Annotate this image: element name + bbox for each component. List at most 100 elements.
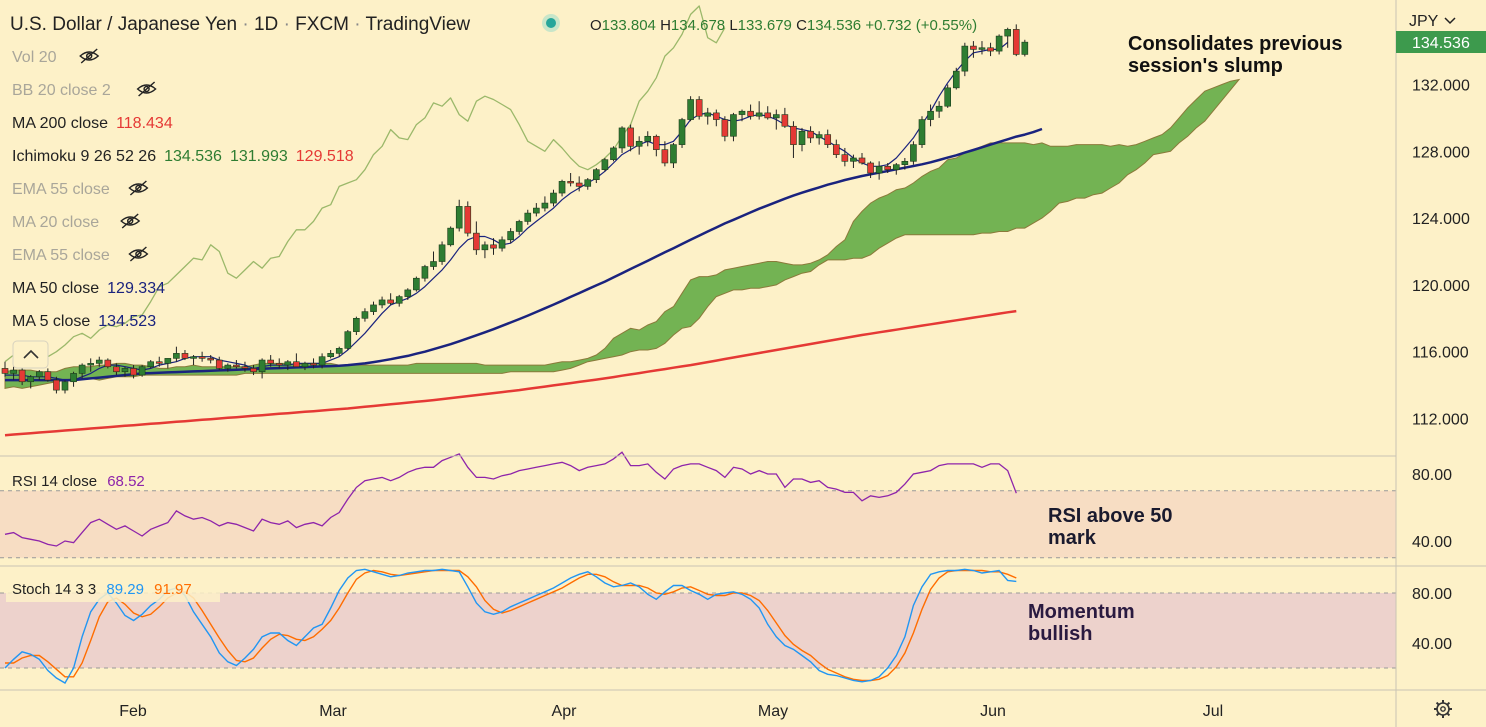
candle-body [284, 361, 292, 366]
candle-body [807, 130, 814, 139]
candle-body [53, 379, 60, 391]
eye-off-icon[interactable] [128, 180, 149, 196]
stoch-legend-k: 89.29 [106, 581, 144, 598]
candle-body [730, 114, 737, 137]
stoch-legend-name: Stoch 14 3 3 [12, 581, 96, 598]
indicator-legend-item: Ichimoku 9 26 52 26 134.536 131.993 129.518 [12, 148, 354, 165]
candle-body [421, 266, 429, 279]
candle-body [704, 112, 712, 117]
eye-off-icon[interactable] [128, 246, 149, 262]
candle-body [104, 359, 112, 368]
rsi-line [4, 451, 1017, 547]
indicator-legend-item: MA 200 close 118.434 [12, 115, 173, 132]
rsi-legend-name: RSI 14 close [12, 473, 97, 490]
rsi-annotation-line: RSI above 50 [1048, 505, 1173, 527]
candle-body [995, 35, 1003, 52]
candle-body [378, 299, 386, 306]
eye-off-icon[interactable] [136, 81, 157, 97]
time-axis-tick: Mar [319, 703, 347, 720]
indicator-name: Vol 20 [12, 49, 57, 66]
candle-body [327, 353, 334, 358]
price-axis-tick: 124.000 [1412, 211, 1470, 228]
candle-body [558, 181, 566, 194]
candle-body [318, 356, 326, 366]
axes: 132.000 128.000 124.000 120.000 116.000 112.0… [119, 78, 1470, 721]
chart-title: U.S. Dollar / Japanese Yen · 1D · FXCM ·… [10, 14, 470, 35]
price-annotation-line: Consolidates previous [1128, 33, 1343, 55]
candle-body [87, 363, 94, 366]
ohlc-key: C [796, 17, 807, 34]
candle-body [1004, 29, 1011, 37]
candle-body [832, 144, 840, 155]
time-axis-tick: Jul [1203, 703, 1223, 720]
candle-body [164, 358, 172, 364]
eye-off-pupil [85, 52, 93, 60]
eye-off-slash [129, 180, 147, 196]
candle-body [892, 164, 900, 170]
stoch-band [0, 593, 1396, 668]
title-separator: · [284, 14, 296, 35]
candle-body [293, 361, 300, 368]
eye-off-slash [138, 81, 156, 97]
candle-body [44, 371, 52, 381]
candle-body [978, 47, 986, 50]
indicator-value: 129.518 [296, 148, 354, 165]
eye-off-slash [80, 48, 98, 64]
price-axis-tick: 128.000 [1412, 144, 1470, 161]
price-axis-tick: 112.000 [1412, 412, 1469, 429]
candle-body [772, 114, 780, 119]
eye-off-icon[interactable] [120, 213, 141, 229]
candle-body [481, 244, 489, 251]
candle-body [515, 221, 523, 232]
candle-body [18, 369, 26, 383]
candle-body [618, 127, 626, 149]
candle-body [301, 363, 309, 368]
settings-gear-icon[interactable] [1434, 700, 1452, 718]
candle-body [875, 166, 883, 174]
candle-body [910, 144, 917, 162]
candle-body [27, 376, 35, 383]
eye-off-icon[interactable] [79, 48, 100, 64]
stoch-annotation-line: bullish [1028, 623, 1092, 645]
candle-body [815, 134, 823, 139]
candle-body [138, 366, 146, 376]
candle-body [644, 135, 652, 142]
stoch-legend: Stoch 14 3 3 89.29 91.97 [12, 581, 192, 598]
ohlc-readout: O133.804 H134.678 L133.679 C134.536 +0.7… [590, 17, 977, 34]
candle-body [447, 227, 454, 246]
candle-body [1021, 41, 1029, 55]
candle-body [361, 311, 369, 319]
currency-selector[interactable]: JPY [1409, 13, 1439, 30]
ma50-line [5, 127, 1043, 382]
candle-body [747, 110, 754, 117]
candle-body [155, 361, 163, 364]
indicator-legend-item: EMA 55 close [12, 247, 110, 264]
market-status-dot[interactable] [546, 18, 556, 28]
indicator-legend-item: MA 50 close 129.334 [12, 280, 165, 297]
eye-off-pupil [135, 184, 142, 192]
eye-off-pupil [126, 217, 134, 225]
candle-body [113, 366, 120, 373]
symbol-name: U.S. Dollar / Japanese Yen [10, 14, 237, 35]
candle-body [35, 371, 43, 378]
chevron-down-icon[interactable] [1444, 17, 1456, 25]
indicator-value: 131.993 [230, 148, 288, 165]
candle-body [61, 381, 69, 391]
source-label: TradingView [366, 14, 471, 35]
candle-body [567, 181, 574, 184]
candle-body [190, 356, 197, 359]
candle-body [490, 244, 497, 249]
eye-off-slash [121, 213, 139, 229]
candle-body [798, 130, 806, 145]
collapse-legend-button[interactable] [12, 340, 49, 369]
rsi-annotation: RSI above 50 mark [1048, 505, 1178, 549]
ohlc-key: O [590, 17, 602, 34]
rsi-band [0, 490, 1396, 558]
candle-body [713, 112, 720, 120]
candle-body [661, 149, 669, 164]
rsi-legend-value: 68.52 [107, 473, 145, 490]
ohlc-value: 134.536 [807, 17, 861, 34]
ichimoku-cloud [4, 78, 1241, 390]
candle-body [695, 99, 703, 117]
